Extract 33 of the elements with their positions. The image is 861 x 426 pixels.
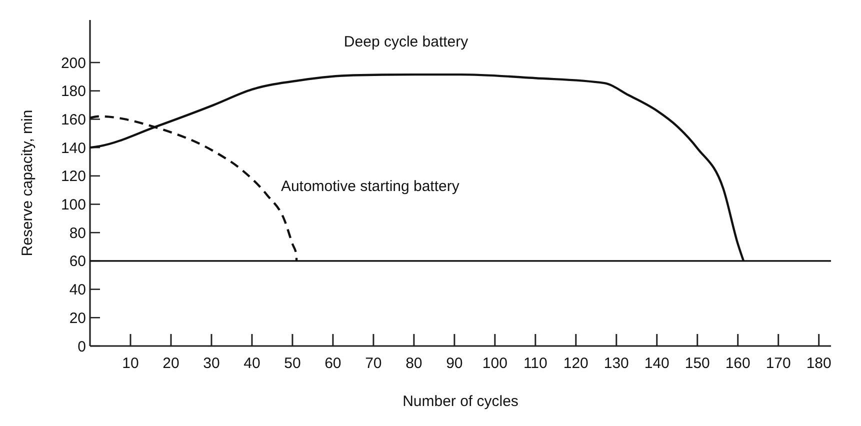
- y-tick-label: 180: [60, 83, 86, 100]
- x-tick-label: 140: [644, 355, 670, 372]
- y-tick-label: 100: [60, 196, 86, 214]
- y-tick-label: 0: [78, 338, 86, 356]
- x-tick-label: 40: [244, 355, 260, 372]
- series-label: Deep cycle battery: [344, 34, 469, 51]
- y-tick-label: 60: [69, 253, 86, 270]
- y-tick-label: 200: [60, 54, 86, 72]
- series-label: Automotive starting battery: [280, 178, 460, 195]
- x-tick-label: 150: [684, 355, 710, 372]
- y-tick-label: 120: [60, 168, 86, 186]
- y-tick-label: 20: [69, 310, 86, 327]
- y-tick-label: 40: [69, 282, 86, 299]
- x-tick-label: 70: [365, 355, 382, 372]
- x-tick-label: 160: [725, 355, 750, 372]
- x-tick-label: 20: [162, 355, 180, 372]
- x-tick-label: 10: [122, 355, 139, 372]
- x-tick-label: 120: [563, 355, 588, 372]
- x-tick-label: 110: [523, 355, 548, 372]
- y-tick-label: 80: [69, 224, 86, 242]
- x-tick-label: 30: [203, 355, 220, 372]
- x-tick-label: 50: [284, 355, 301, 372]
- y-tick-label: 160: [60, 111, 86, 128]
- x-tick-label: 180: [806, 355, 832, 372]
- x-tick-label: 60: [324, 355, 342, 372]
- x-tick-label: 90: [446, 355, 463, 372]
- y-tick-label: 140: [60, 140, 86, 157]
- x-tick-label: 80: [406, 355, 422, 372]
- x-axis-title: Number of cycles: [402, 393, 518, 410]
- x-tick-label: 170: [766, 355, 791, 372]
- x-tick-label: 100: [482, 355, 508, 372]
- y-axis-title: Reserve capacity, min: [19, 110, 36, 256]
- x-tick-label: 130: [604, 355, 629, 372]
